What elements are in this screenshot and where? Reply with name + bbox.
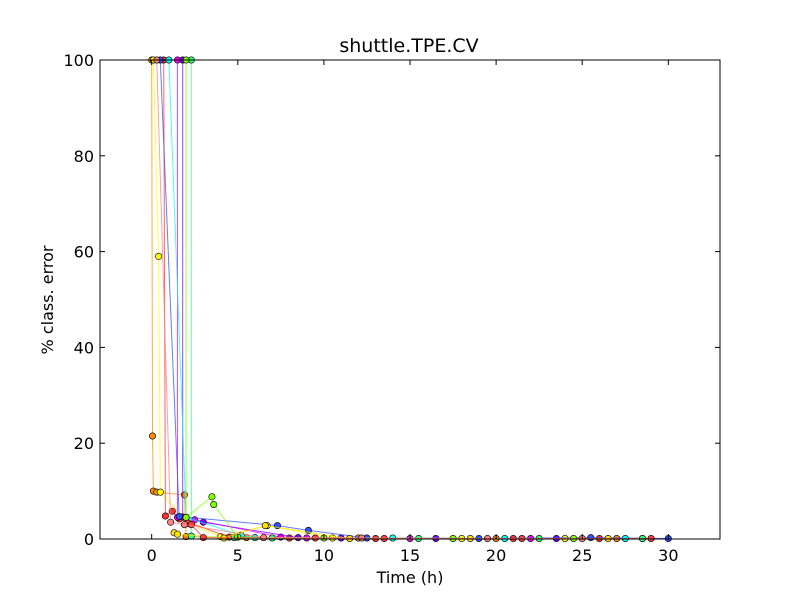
data-point bbox=[175, 512, 183, 520]
x-tick-label: 30 bbox=[658, 546, 678, 565]
data-point bbox=[182, 513, 190, 521]
plot-frame bbox=[99, 59, 721, 540]
x-tick-label: 10 bbox=[314, 546, 334, 565]
data-point bbox=[187, 532, 195, 540]
ticks-layer: 0 5 10 15 20 25 30 0 20 40 60 80 100 bbox=[63, 51, 720, 565]
data-point bbox=[208, 493, 216, 501]
data-point bbox=[180, 521, 188, 529]
x-axis-label: Time (h) bbox=[376, 568, 444, 587]
data-point bbox=[180, 491, 188, 499]
data-point bbox=[161, 512, 169, 520]
x-tick-label: 15 bbox=[400, 546, 420, 565]
y-tick-label: 0 bbox=[84, 530, 94, 549]
data-point bbox=[261, 522, 269, 530]
x-tick-label: 20 bbox=[486, 546, 506, 565]
data-point bbox=[174, 530, 182, 538]
data-point bbox=[260, 534, 268, 542]
x-tick-label: 25 bbox=[572, 546, 592, 565]
data-point bbox=[187, 521, 195, 529]
y-tick-label: 60 bbox=[74, 243, 94, 262]
data-point bbox=[149, 432, 157, 440]
data-point bbox=[199, 534, 207, 542]
data-point bbox=[210, 500, 218, 508]
x-tick-label: 5 bbox=[233, 546, 243, 565]
y-tick-label: 80 bbox=[74, 147, 94, 166]
x-tick-label: 0 bbox=[147, 546, 157, 565]
data-point bbox=[587, 534, 595, 542]
data-point bbox=[167, 518, 175, 526]
chart-title: shuttle.TPE.CV bbox=[339, 35, 478, 57]
data-point bbox=[358, 534, 366, 542]
y-tick-label: 20 bbox=[74, 434, 94, 453]
y-axis-label: % class. error bbox=[38, 245, 57, 354]
y-tick-label: 40 bbox=[74, 338, 94, 357]
data-point bbox=[156, 488, 164, 496]
data-point bbox=[155, 252, 163, 260]
y-tick-label: 100 bbox=[63, 51, 94, 70]
